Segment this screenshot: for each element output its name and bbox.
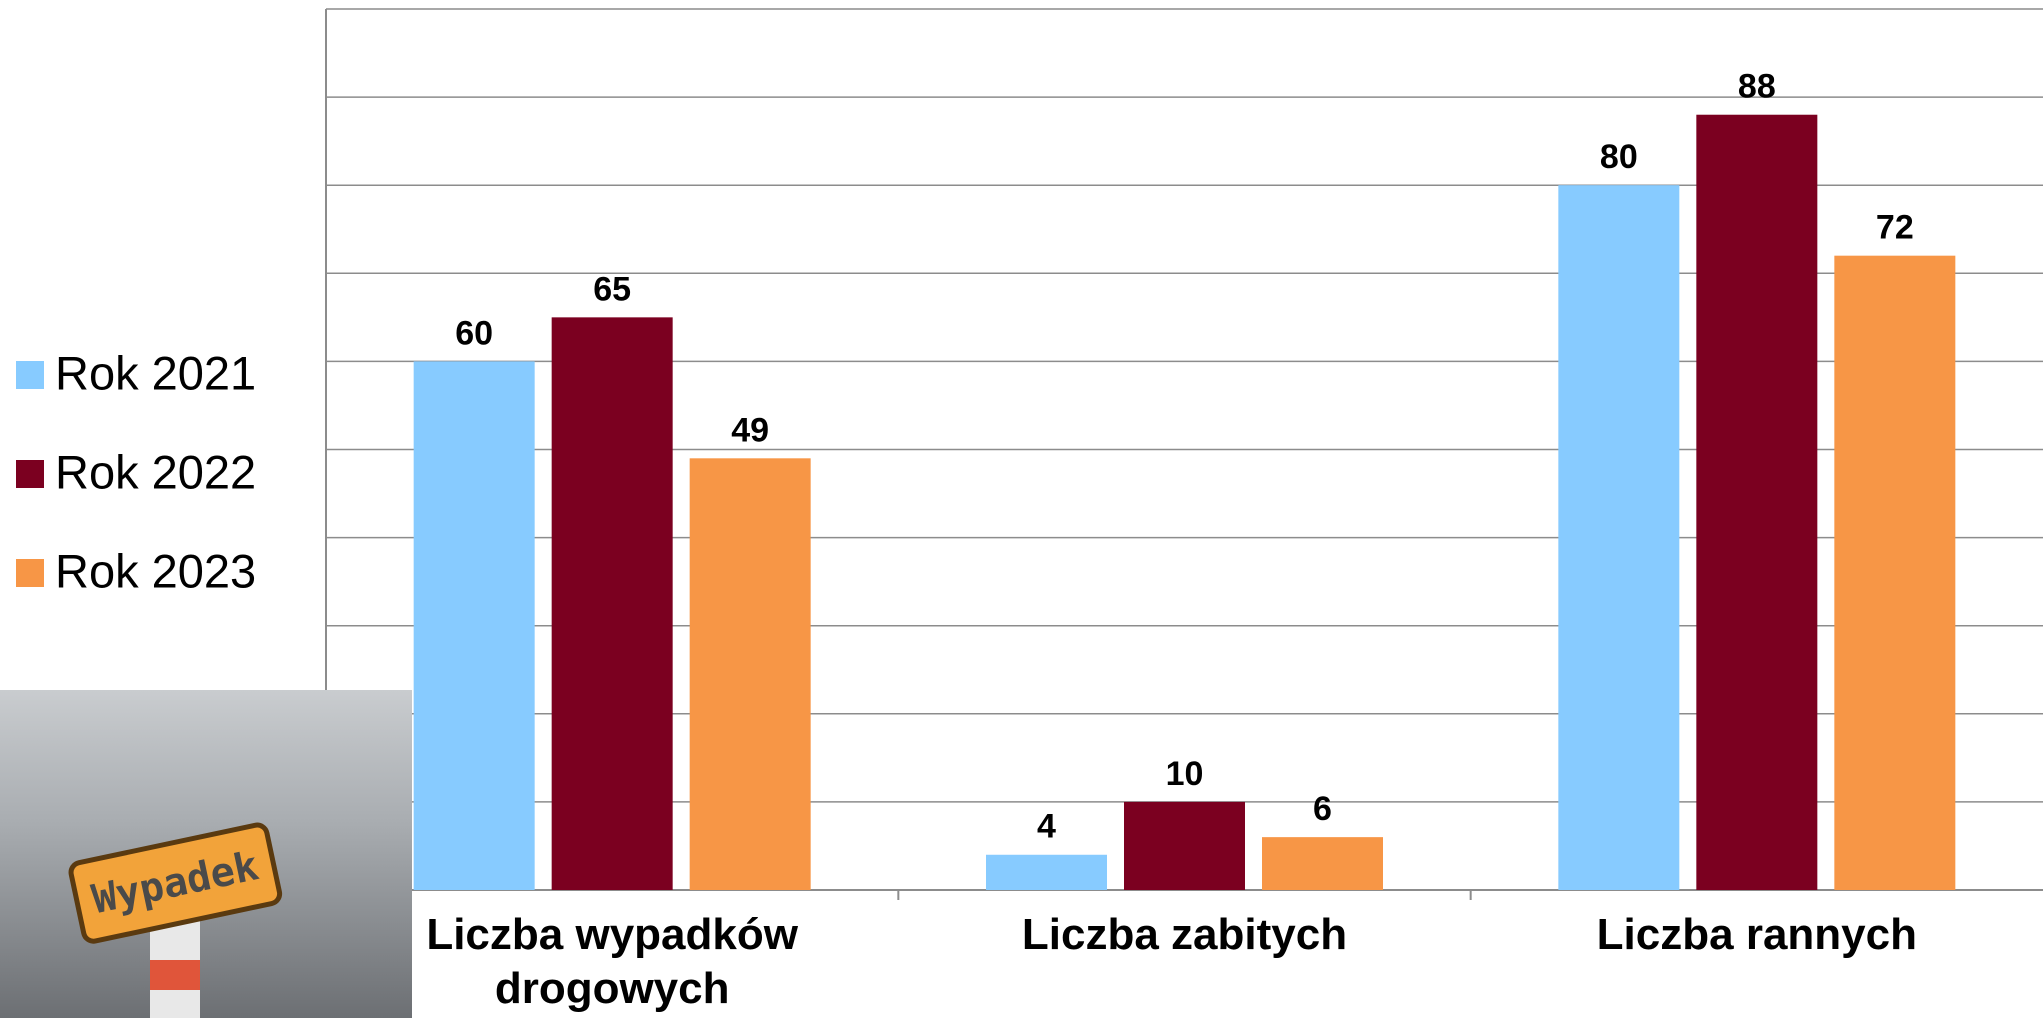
value-label: 80: [1600, 138, 1638, 176]
legend-swatch: [16, 361, 44, 389]
bar: [413, 361, 535, 890]
x-tick-label: Liczba wypadków drogowych: [426, 910, 798, 1013]
legend-label: Rok 2023: [55, 544, 256, 597]
cone-stripe: [150, 960, 200, 990]
photo: Wypadek: [0, 690, 412, 1018]
bar: [1834, 255, 1956, 890]
value-label: 6: [1313, 790, 1332, 828]
legend-label: Rok 2022: [55, 445, 256, 498]
bar: [1124, 801, 1245, 890]
value-label: 49: [731, 411, 769, 449]
bar: [986, 854, 1107, 890]
bar: [1558, 185, 1680, 890]
value-label: 10: [1166, 755, 1204, 793]
bar: [551, 317, 673, 891]
x-tick-label: Liczba rannych: [1596, 910, 1917, 959]
bar: [1262, 837, 1383, 890]
value-label: 88: [1738, 68, 1776, 106]
x-tick-label: Liczba zabitych: [1021, 910, 1348, 959]
bar: [689, 458, 811, 890]
value-label: 72: [1876, 209, 1914, 247]
bar: [1696, 114, 1818, 891]
sign: Wypadek: [68, 822, 283, 944]
legend-swatch: [16, 460, 44, 488]
legend-label: Rok 2021: [55, 346, 256, 399]
legend-swatch: [16, 559, 44, 587]
value-label: 4: [1037, 808, 1056, 846]
sign-board: [68, 822, 283, 944]
value-label: 65: [593, 270, 631, 308]
value-label: 60: [455, 314, 493, 352]
